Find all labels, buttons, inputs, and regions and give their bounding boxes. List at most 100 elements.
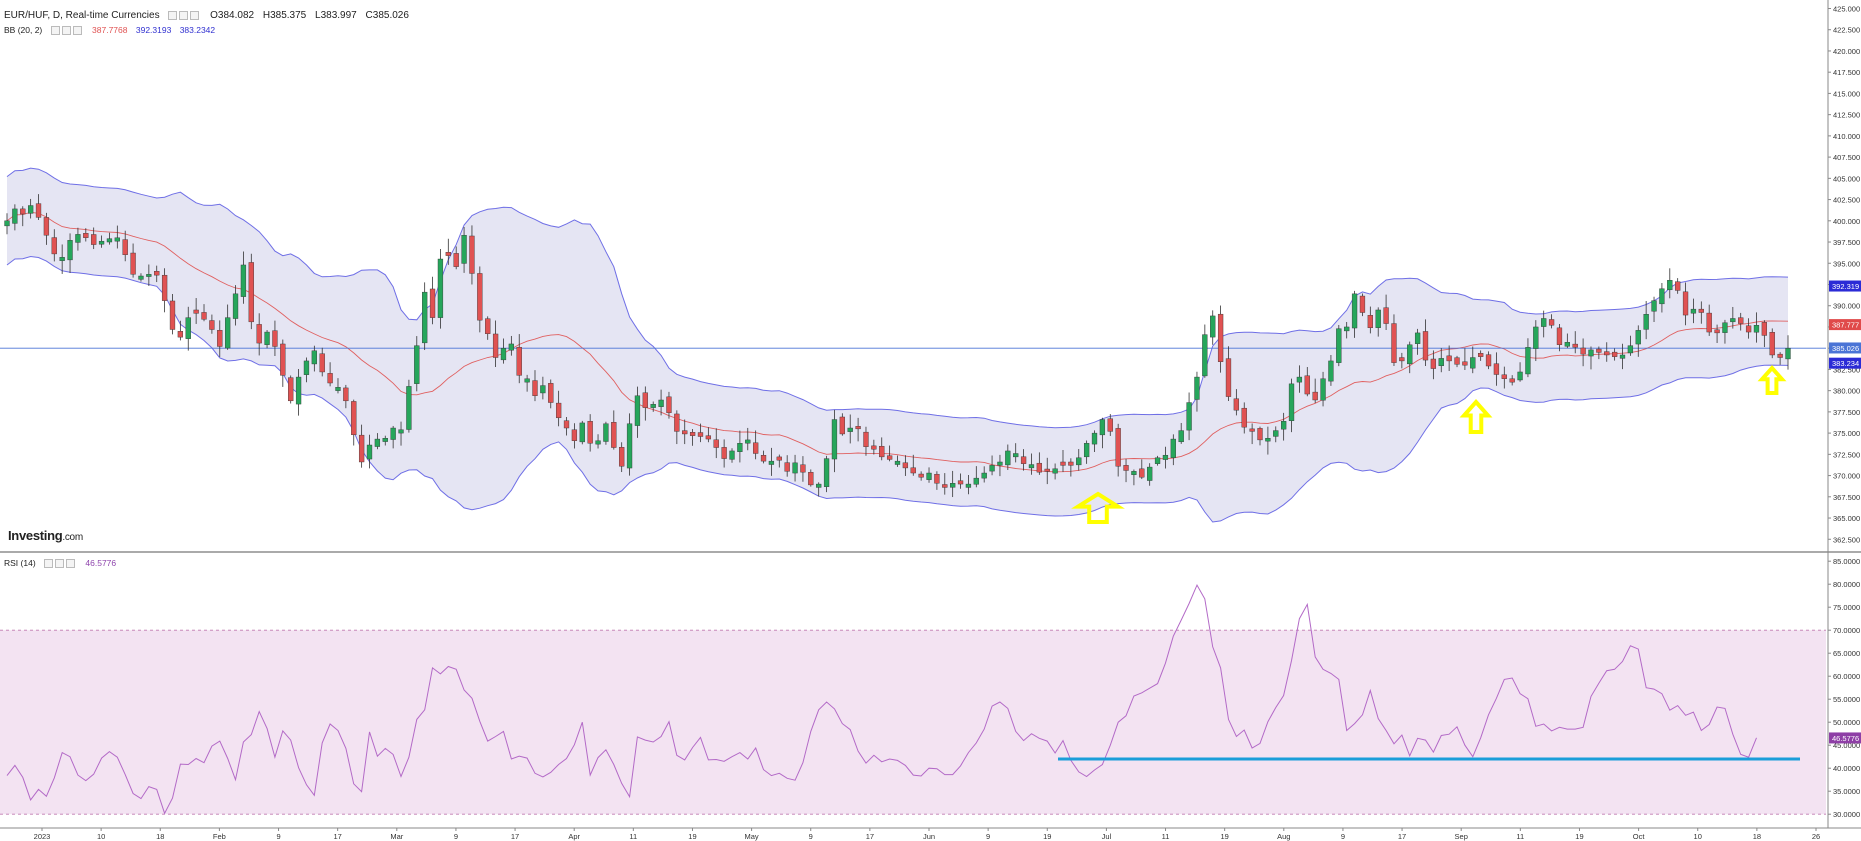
- candle: [1580, 338, 1586, 367]
- candle: [1320, 371, 1326, 407]
- candle: [989, 455, 995, 476]
- candle: [1682, 282, 1689, 326]
- candle-body: [1619, 354, 1626, 359]
- candle-body: [1635, 330, 1641, 345]
- candle: [965, 475, 972, 495]
- bb-controls[interactable]: [50, 25, 84, 36]
- candle: [382, 435, 388, 446]
- candle: [626, 413, 633, 476]
- candle-body: [1131, 471, 1137, 475]
- candle: [973, 466, 979, 488]
- candle-body: [705, 435, 712, 440]
- candle: [1698, 301, 1704, 324]
- candle: [1619, 343, 1626, 370]
- candle-body: [957, 480, 964, 485]
- candle-body: [611, 422, 617, 448]
- candle: [595, 434, 601, 449]
- header-controls[interactable]: [168, 10, 201, 21]
- candle-body: [650, 404, 656, 408]
- candle-body: [1083, 443, 1090, 458]
- candle: [358, 424, 365, 468]
- candle-body: [138, 275, 144, 280]
- time-axis-label: 10: [1694, 832, 1702, 841]
- candle-body: [1761, 322, 1768, 336]
- candle: [760, 450, 767, 464]
- candle: [619, 442, 625, 473]
- candle-body: [280, 343, 286, 376]
- price-axis-label: 407.500: [1833, 153, 1860, 162]
- candle: [1541, 310, 1547, 338]
- investing-logo: Investing.com: [8, 528, 83, 543]
- candle-body: [942, 484, 948, 488]
- candle-body: [1485, 354, 1492, 367]
- time-axis-label: Jun: [923, 832, 935, 841]
- candle-body: [1194, 376, 1200, 400]
- candle-body: [75, 234, 81, 243]
- candle: [20, 206, 26, 227]
- price-axis-label: 377.500: [1833, 408, 1860, 417]
- candle: [217, 320, 223, 357]
- time-axis-label: Jul: [1102, 832, 1112, 841]
- candle-body: [130, 252, 136, 275]
- candle-body: [264, 331, 270, 345]
- candle-body: [1005, 450, 1011, 466]
- time-axis-label: 17: [333, 832, 341, 841]
- price-axis-label: 397.500: [1833, 238, 1860, 247]
- candle: [1493, 352, 1500, 386]
- price-axis-label: 420.000: [1833, 47, 1860, 56]
- price-badge-middle-bg: [1829, 319, 1861, 331]
- candle: [414, 336, 420, 392]
- candle-body: [886, 455, 893, 460]
- candle-body: [682, 430, 688, 435]
- candle-body: [548, 383, 554, 403]
- candle-body: [161, 274, 168, 301]
- candle-body: [398, 429, 404, 434]
- rsi-axis-label: 65.0000: [1833, 649, 1860, 658]
- candle: [51, 229, 57, 262]
- candle: [311, 345, 317, 372]
- candle-body: [193, 309, 199, 314]
- bb-header: BB (20, 2) 387.7768 392.3193 383.2342: [4, 25, 221, 36]
- candle: [634, 386, 641, 438]
- candle-body: [1020, 456, 1027, 464]
- candle: [1099, 417, 1106, 449]
- candle: [75, 227, 81, 251]
- price-badge-upper: 392.319: [1832, 282, 1859, 291]
- candle: [705, 427, 712, 443]
- candle-body: [374, 438, 381, 447]
- candle: [232, 285, 239, 326]
- candle: [67, 233, 73, 273]
- candle: [1060, 449, 1066, 473]
- bollinger-upper-line: [6, 167, 1789, 429]
- candle-body: [863, 431, 869, 447]
- price-axis-label: 370.000: [1833, 472, 1860, 481]
- price-axis-label: 365.000: [1833, 514, 1860, 523]
- price-axis-label: 400.000: [1833, 217, 1860, 226]
- candle-body: [1446, 355, 1452, 362]
- candle-body: [871, 445, 877, 450]
- candle: [1659, 282, 1665, 313]
- rsi-controls[interactable]: [44, 558, 77, 569]
- candle: [1667, 268, 1673, 299]
- candle: [193, 298, 199, 324]
- candle: [1651, 296, 1657, 322]
- candle: [950, 470, 956, 498]
- candle-body: [689, 432, 696, 436]
- candle: [264, 330, 270, 349]
- candle: [1430, 350, 1437, 380]
- candle: [1706, 304, 1712, 336]
- candle: [1123, 458, 1129, 483]
- candle: [981, 466, 987, 483]
- candle: [1005, 444, 1011, 470]
- candle-body: [1202, 334, 1208, 377]
- candle-body: [839, 416, 845, 435]
- candle: [957, 473, 964, 489]
- candle: [1438, 348, 1444, 373]
- candle-body: [1651, 300, 1657, 312]
- candle-body: [1060, 461, 1066, 466]
- candle: [1470, 346, 1476, 374]
- candle-body: [122, 239, 128, 255]
- candle-body: [1273, 430, 1279, 437]
- candle-body: [1525, 347, 1531, 375]
